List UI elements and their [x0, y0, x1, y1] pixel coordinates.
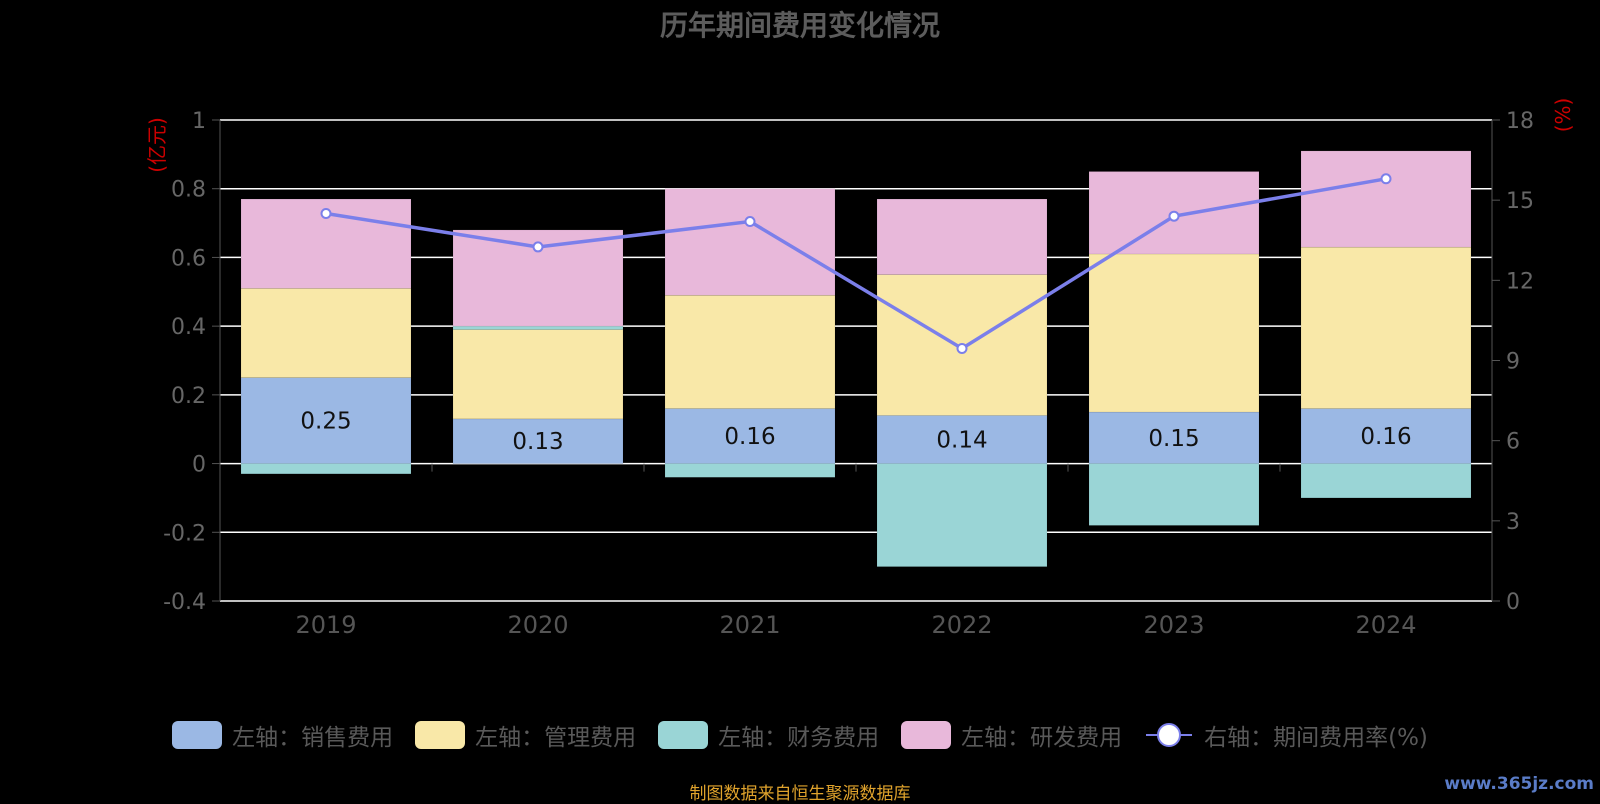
legend-item-rd[interactable]: 左轴：研发费用 [901, 718, 1122, 752]
bar-segment [240, 463, 412, 475]
legend-line-marker-icon [1144, 721, 1194, 749]
legend-label-admin: 左轴：管理费用 [475, 725, 637, 751]
legend-swatch-finance [658, 721, 709, 749]
bar-segment [664, 408, 836, 464]
bar-segment [452, 325, 624, 330]
y-left-tick-label: 0.6 [171, 246, 206, 271]
bar-segment [664, 463, 836, 478]
y-right-tick-label: 12 [1506, 269, 1534, 294]
x-tick-label: 2021 [719, 611, 780, 639]
legend-item-expense-rate[interactable]: 右轴：期间费用率(%) [1144, 718, 1428, 752]
y-right-tick-label: 15 [1506, 189, 1534, 214]
chart-legend: 左轴：销售费用 左轴：管理费用 左轴：财务费用 左轴：研发费用 右轴：期间费用率… [0, 718, 1600, 752]
y-left-tick-label: 0.8 [171, 178, 206, 203]
bar-segment [876, 415, 1048, 464]
bar-segment [876, 198, 1048, 275]
y-right-tick-label: 18 [1506, 109, 1534, 134]
bar-segment [1088, 411, 1260, 464]
bar-segment [876, 463, 1048, 567]
expense-rate-point [956, 342, 968, 354]
bar-segment [1300, 463, 1472, 499]
expense-rate-point [532, 241, 544, 253]
y-left-tick-label: 0.4 [171, 315, 206, 340]
expense-rate-point [744, 216, 756, 228]
y-right-tick-label: 6 [1506, 430, 1520, 455]
x-tick-label: 2023 [1143, 611, 1204, 639]
bar-segment [1088, 253, 1260, 413]
legend-item-admin[interactable]: 左轴：管理费用 [415, 718, 636, 752]
expense-rate-point [1380, 173, 1392, 185]
bar-segment [1300, 246, 1472, 409]
x-tick-label: 2024 [1355, 611, 1416, 639]
legend-item-sales[interactable]: 左轴：销售费用 [172, 718, 393, 752]
y-left-tick-label: -0.2 [163, 521, 206, 546]
y-right-tick-label: 0 [1506, 590, 1520, 615]
watermark: www.365jz.com [1444, 774, 1594, 794]
bar-segment [1300, 150, 1472, 248]
bar-segment [240, 288, 412, 378]
y-left-tick-label: 0 [192, 453, 206, 478]
x-tick-label: 2020 [507, 611, 568, 639]
x-tick-label: 2022 [931, 611, 992, 639]
bar-data-label: 0.14 [936, 428, 987, 454]
legend-label-rd: 左轴：研发费用 [961, 725, 1123, 751]
bar-segment [664, 294, 836, 409]
bar-data-label: 0.25 [300, 409, 351, 435]
expense-rate-point [1168, 210, 1180, 222]
y-left-tick-label: -0.4 [163, 590, 206, 615]
legend-swatch-admin [415, 721, 466, 749]
bar-segment [1300, 408, 1472, 464]
chart-title: 历年期间费用变化情况 [659, 9, 940, 42]
bar-segment [664, 188, 836, 296]
y-right-tick-label: 3 [1506, 510, 1520, 535]
bar-segment [452, 418, 624, 464]
y-right-axis-title: (%) [1551, 98, 1575, 133]
legend-label-sales: 左轴：销售费用 [232, 725, 394, 751]
expense-rate-point [320, 208, 332, 220]
source-note: 制图数据来自恒生聚源数据库 [689, 784, 911, 804]
bar-segment [452, 329, 624, 420]
expense-rate-line [325, 177, 1387, 351]
bar-data-label: 0.15 [1148, 426, 1199, 452]
x-tick-label: 2019 [295, 611, 356, 639]
legend-label-expense-rate: 右轴：期间费用率(%) [1204, 725, 1428, 751]
bar-data-label: 0.13 [512, 429, 563, 455]
legend-label-finance: 左轴：财务费用 [718, 725, 880, 751]
y-left-axis-title: (亿元) [145, 117, 169, 173]
y-right-tick-label: 9 [1506, 350, 1520, 375]
legend-swatch-sales [172, 721, 223, 749]
y-left-tick-label: 1 [192, 109, 206, 134]
bar-segment [1088, 463, 1260, 526]
bar-data-label: 0.16 [724, 424, 775, 450]
y-left-tick-label: 0.2 [171, 384, 206, 409]
bar-data-label: 0.16 [1360, 424, 1411, 450]
legend-item-finance[interactable]: 左轴：财务费用 [658, 718, 879, 752]
legend-swatch-rd [901, 721, 952, 749]
